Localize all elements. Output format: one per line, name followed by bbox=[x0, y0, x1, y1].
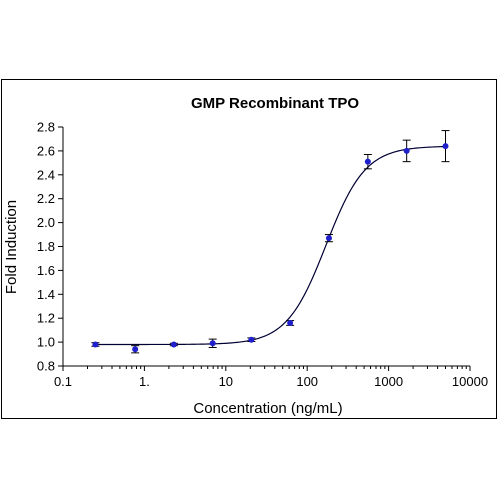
x-tick-label: 1000 bbox=[374, 374, 403, 389]
data-marker bbox=[403, 147, 410, 154]
y-tick-label: 1.8 bbox=[37, 239, 55, 254]
data-point bbox=[91, 341, 100, 348]
y-tick-label: 2.8 bbox=[37, 120, 55, 135]
y-tick-label: 2.6 bbox=[37, 143, 55, 158]
x-axis-ticks: 0.1 1. 10 100 1000 10000 bbox=[54, 366, 488, 389]
data-point bbox=[131, 345, 140, 354]
data-point bbox=[441, 130, 450, 163]
y-axis-ticks: 0.8 1.0 1.2 1.4 1.6 1.8 2.0 2.2 2.4 2.6 2.8 bbox=[37, 120, 63, 374]
y-tick-label: 1.4 bbox=[37, 287, 55, 302]
fit-curve-line bbox=[95, 145, 446, 346]
x-tick-label: 100 bbox=[296, 374, 318, 389]
data-marker bbox=[92, 341, 99, 348]
data-points bbox=[91, 130, 450, 354]
y-axis-label: Fold Induction bbox=[3, 200, 20, 294]
y-tick-label: 1.6 bbox=[37, 263, 55, 278]
x-tick-label: 10 bbox=[219, 374, 233, 389]
y-tick-label: 2.2 bbox=[37, 191, 55, 206]
x-tick-label: 1. bbox=[139, 374, 150, 389]
x-axis-label: Concentration (ng/mL) bbox=[193, 400, 342, 417]
chart-title: GMP Recombinant TPO bbox=[191, 95, 359, 112]
data-point bbox=[363, 153, 372, 170]
chart-frame bbox=[1, 79, 497, 419]
x-tick-label: 10000 bbox=[452, 374, 488, 389]
data-point bbox=[286, 319, 295, 326]
data-point bbox=[169, 341, 178, 348]
data-marker bbox=[248, 336, 255, 343]
y-tick-label: 2.0 bbox=[37, 215, 55, 230]
data-point bbox=[324, 234, 333, 243]
y-tick-label: 2.4 bbox=[37, 167, 55, 182]
data-marker bbox=[364, 158, 371, 165]
y-tick-label: 1.0 bbox=[37, 335, 55, 350]
data-point bbox=[208, 338, 217, 348]
axes bbox=[62, 127, 470, 367]
y-tick-label: 1.2 bbox=[37, 311, 55, 326]
data-marker bbox=[132, 346, 139, 353]
x-tick-label: 0.1 bbox=[54, 374, 72, 389]
data-marker bbox=[287, 319, 294, 326]
data-point bbox=[247, 336, 256, 343]
data-marker bbox=[442, 143, 449, 150]
data-marker bbox=[209, 340, 216, 347]
y-tick-label: 0.8 bbox=[37, 359, 55, 374]
data-marker bbox=[325, 235, 332, 242]
data-marker bbox=[170, 341, 177, 348]
data-point bbox=[402, 139, 411, 163]
